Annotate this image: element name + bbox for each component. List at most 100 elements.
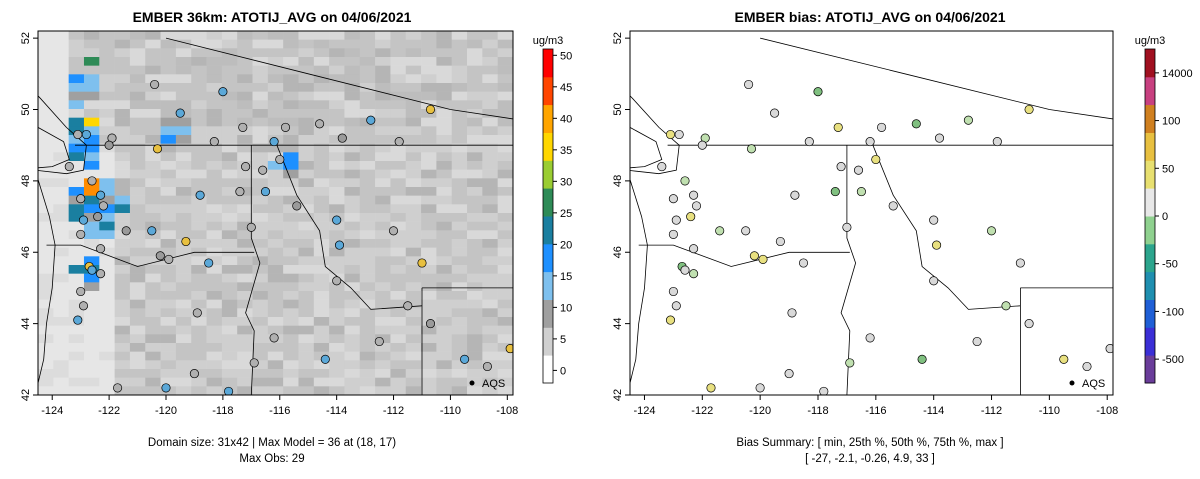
heatmap-cell xyxy=(267,343,284,352)
heatmap-cell xyxy=(83,83,100,92)
heatmap-cell xyxy=(283,308,299,318)
heatmap-cell xyxy=(267,282,284,292)
x-tick-label: -122 xyxy=(691,405,713,417)
heatmap-cell xyxy=(329,161,345,170)
heatmap-cell xyxy=(129,161,146,170)
station-marker xyxy=(73,129,83,140)
heatmap-cell xyxy=(267,169,284,179)
y-tick-label: 48 xyxy=(612,175,624,187)
heatmap-cell xyxy=(283,57,299,66)
heatmap-cell xyxy=(267,178,284,188)
heatmap-cell xyxy=(329,91,345,101)
heatmap-cell xyxy=(99,325,115,335)
heatmap-cell xyxy=(83,230,100,240)
heatmap-cell xyxy=(375,39,391,49)
heatmap-cell xyxy=(129,169,146,179)
heatmap-cell xyxy=(145,308,161,318)
right-map-content xyxy=(630,37,1113,395)
heatmap-cell xyxy=(175,161,192,170)
heatmap-cell xyxy=(482,31,498,40)
heatmap-cell xyxy=(344,299,361,309)
heatmap-cell xyxy=(38,57,54,66)
heatmap-cell xyxy=(191,143,207,153)
heatmap-cell xyxy=(298,282,315,292)
heatmap-cell xyxy=(267,360,284,370)
heatmap-cell xyxy=(83,360,100,370)
x-tick-label: -120 xyxy=(155,405,177,417)
heatmap-cell xyxy=(421,256,437,266)
heatmap-cell xyxy=(344,282,361,292)
heatmap-cell xyxy=(497,351,513,361)
heatmap-cell xyxy=(405,291,422,300)
heatmap-cell xyxy=(375,221,391,231)
heatmap-cell xyxy=(283,83,299,92)
heatmap-cell xyxy=(344,360,361,370)
heatmap-cell xyxy=(298,369,315,378)
heatmap-cell xyxy=(99,117,115,127)
heatmap-cell xyxy=(390,351,407,361)
heatmap-cell xyxy=(344,126,361,136)
heatmap-cell xyxy=(390,360,407,370)
heatmap-cell xyxy=(359,386,376,395)
heatmap-cell xyxy=(421,48,437,58)
heatmap-cell xyxy=(375,299,391,309)
left-map-panel: -124 -122 -120 -118 -116 -114 -112 -110 -108 42 44… xyxy=(20,30,572,417)
station-marker xyxy=(238,122,248,132)
station-marker xyxy=(671,301,681,311)
right-footer-line1: Bias Summary: [ min, 25th %, 50th %, 75t… xyxy=(736,437,1003,449)
heatmap-cell xyxy=(221,83,238,92)
heatmap-cell xyxy=(267,351,284,361)
heatmap-cell xyxy=(344,256,361,266)
heatmap-cell xyxy=(145,178,161,188)
heatmap-cell xyxy=(129,351,146,361)
heatmap-cell xyxy=(359,39,376,49)
heatmap-cell xyxy=(451,239,468,248)
heatmap-cell xyxy=(145,291,161,300)
heatmap-cell xyxy=(160,377,177,387)
heatmap-cell xyxy=(405,343,422,352)
heatmap-cell xyxy=(267,204,284,214)
heatmap-cell xyxy=(68,213,85,222)
heatmap-cell xyxy=(206,143,223,153)
heatmap-cell xyxy=(206,282,223,292)
heatmap-cell xyxy=(359,213,376,222)
right-map-panel: -124 -122 -120 -118 -116 -114 -112 -110 -108 42 44… xyxy=(612,30,1193,417)
heatmap-cell xyxy=(175,291,192,300)
heatmap-cell xyxy=(375,351,391,361)
x-tick-label: -116 xyxy=(865,405,886,417)
state-border xyxy=(165,37,513,120)
heatmap-cell xyxy=(405,65,422,75)
heatmap-cell xyxy=(421,91,437,101)
station-marker xyxy=(155,251,165,261)
heatmap-cell xyxy=(267,369,284,378)
station-marker xyxy=(746,144,757,154)
heatmap-cell xyxy=(329,57,345,66)
heatmap-cell xyxy=(313,109,330,118)
heatmap-cell xyxy=(390,31,407,40)
heatmap-cell xyxy=(129,74,146,84)
heatmap-cell xyxy=(421,247,437,257)
heatmap-cell xyxy=(482,351,498,361)
station-marker xyxy=(856,187,866,197)
heatmap-cell xyxy=(221,291,238,300)
heatmap-cell xyxy=(451,91,468,101)
heatmap-cell xyxy=(252,178,269,188)
heatmap-cell xyxy=(497,299,513,309)
colorbar-tick-label: 35 xyxy=(560,145,572,157)
heatmap-cell xyxy=(175,74,192,84)
heatmap-cell xyxy=(53,213,69,222)
heatmap-cell xyxy=(497,48,513,58)
station-marker xyxy=(388,226,399,236)
heatmap-cell xyxy=(68,100,85,110)
station-marker xyxy=(189,369,199,379)
heatmap-cell xyxy=(83,282,100,292)
heatmap-cell xyxy=(298,343,315,352)
station-marker xyxy=(665,315,676,325)
heatmap-cell xyxy=(206,299,223,309)
station-marker xyxy=(241,162,251,172)
heatmap-cell xyxy=(344,187,361,196)
heatmap-cell xyxy=(359,143,376,153)
station-marker xyxy=(460,354,470,364)
heatmap-cell xyxy=(497,325,513,335)
heatmap-cell xyxy=(313,161,330,170)
